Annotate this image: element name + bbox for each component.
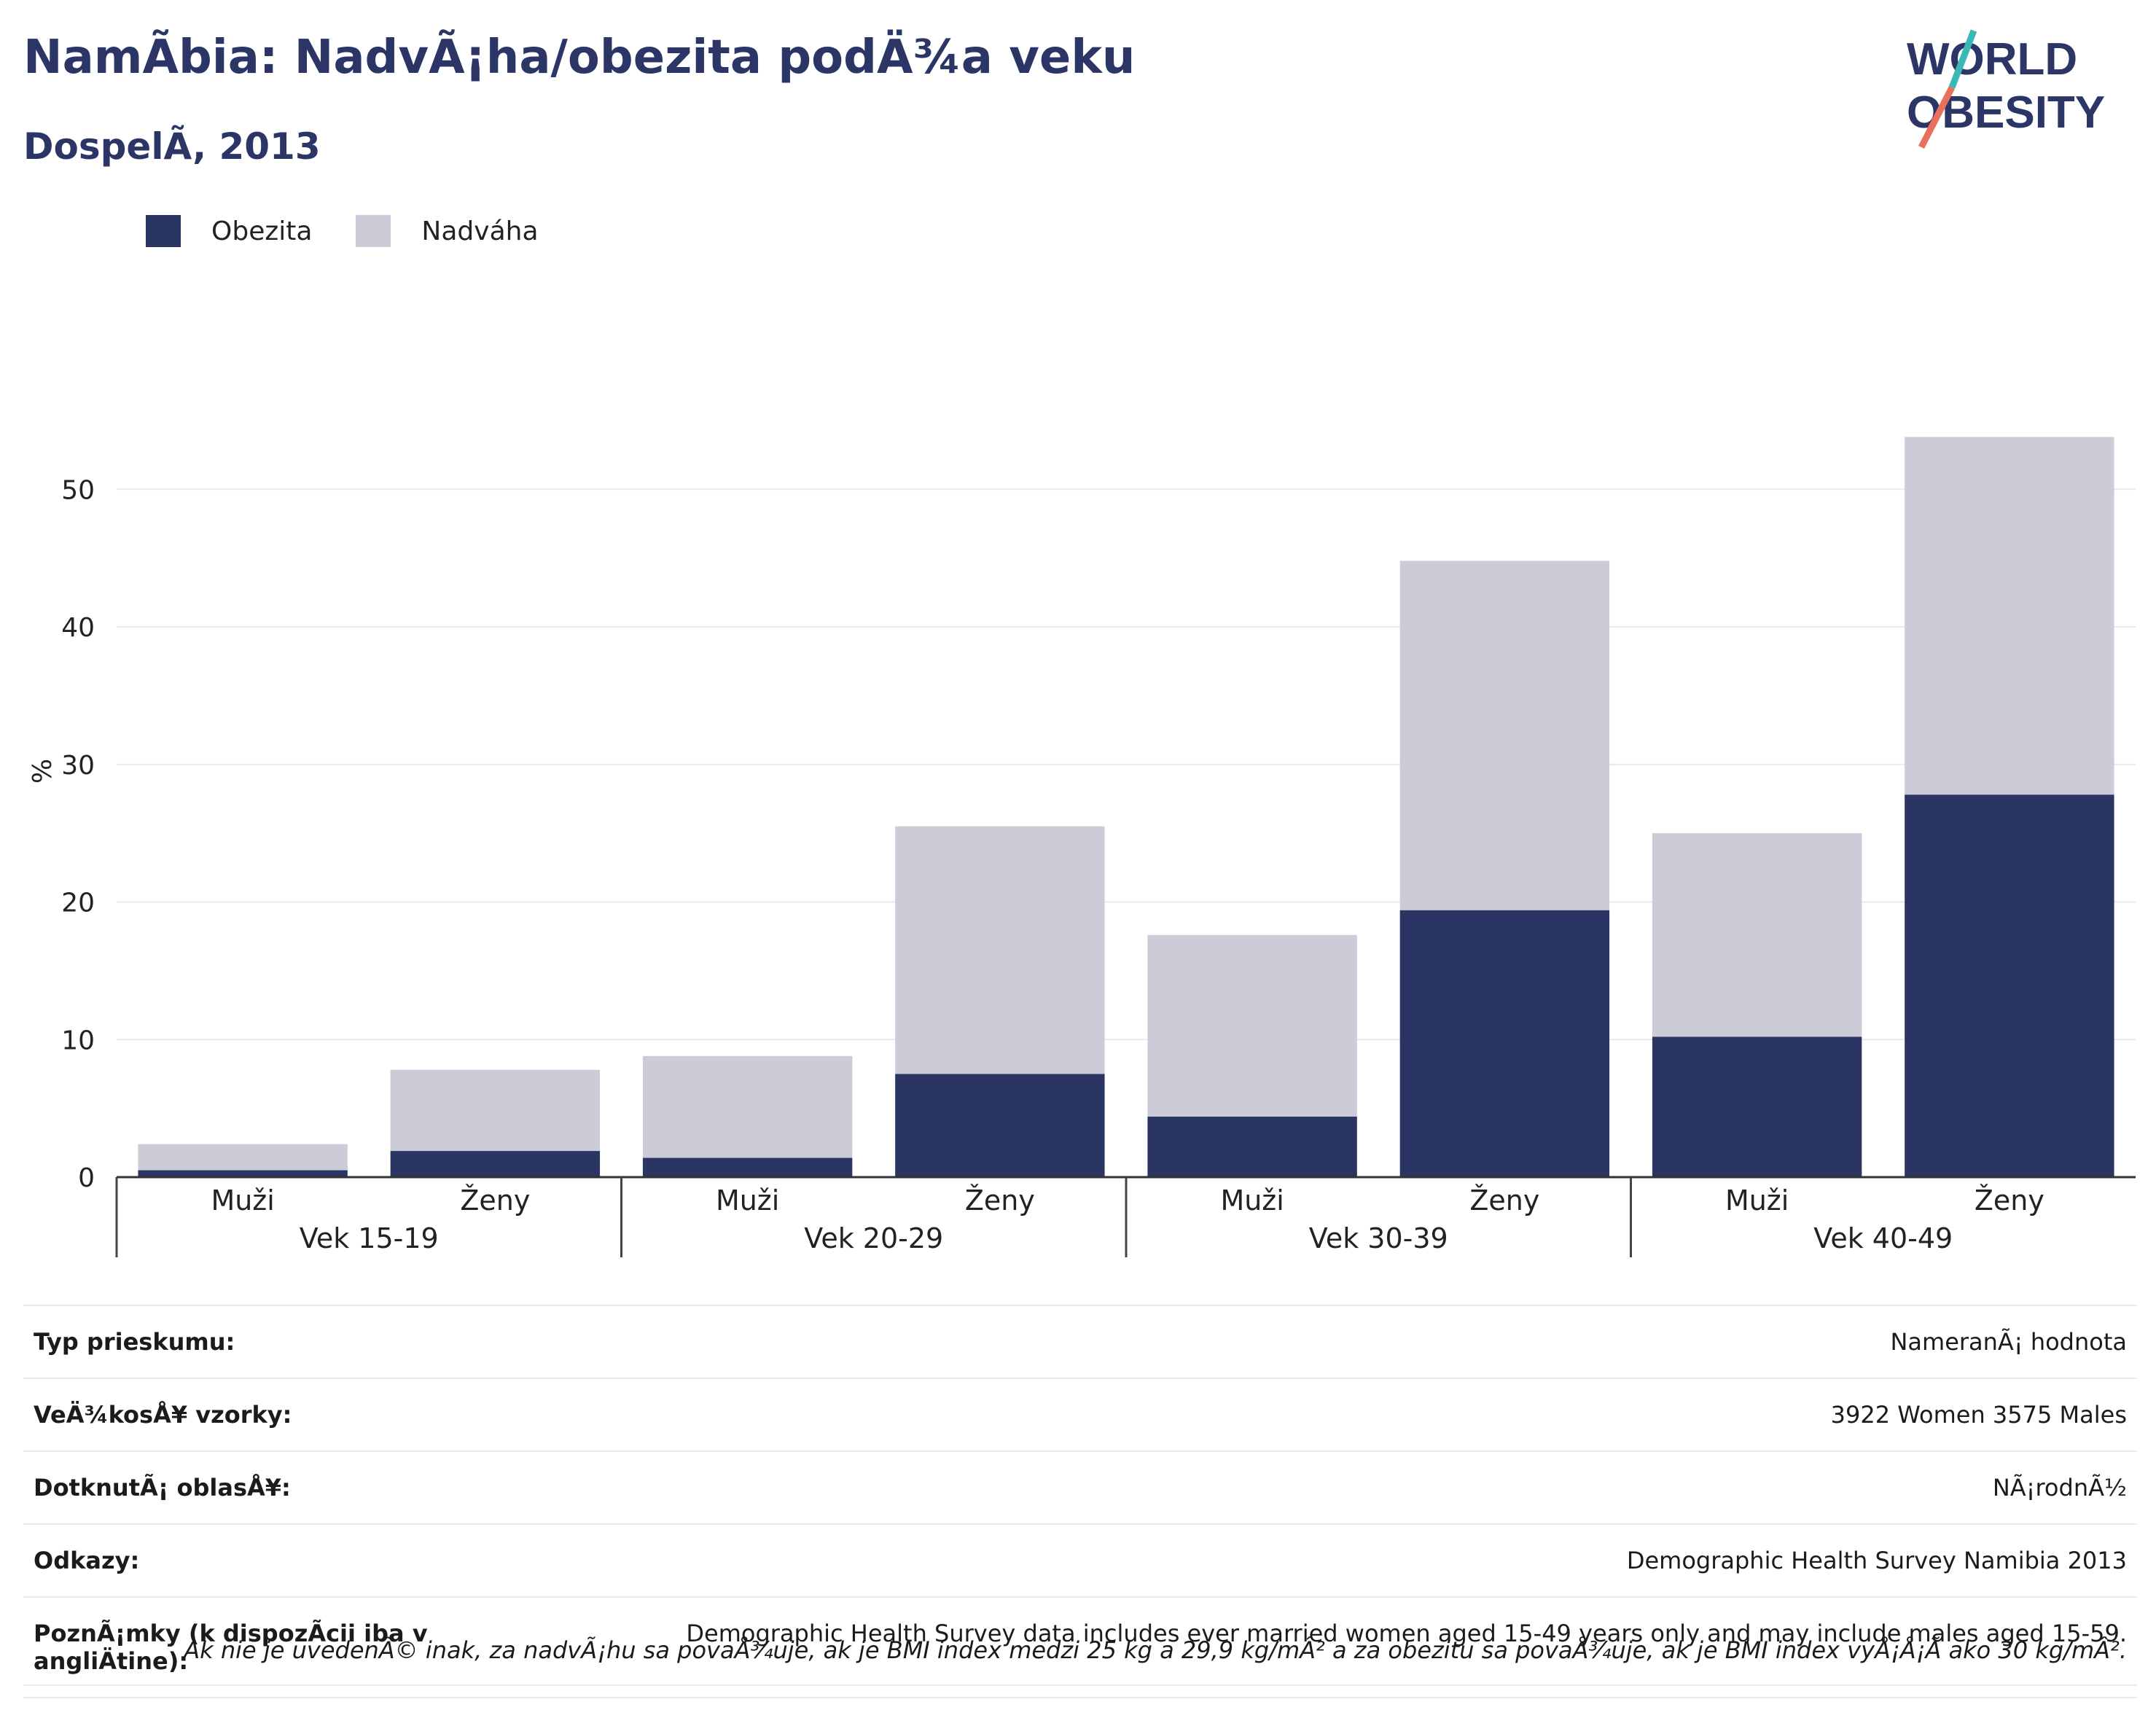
bar-obesity: [1147, 1117, 1356, 1177]
y-tick-label: 20: [61, 889, 95, 918]
x-category-label: Muži: [1725, 1184, 1789, 1216]
y-tick-label: 50: [61, 475, 95, 505]
y-tick-label: 10: [61, 1026, 95, 1055]
bar-overweight: [1147, 935, 1356, 1117]
x-group-label: Vek 15-19: [300, 1222, 439, 1254]
x-category-label: Ženy: [1975, 1184, 2044, 1216]
bar-obesity: [895, 1074, 1104, 1177]
bmi-footnote: Ak nie je uvedenÃ© inak, za nadvÃ¡hu sa …: [23, 1636, 2137, 1686]
bar-overweight: [643, 1056, 852, 1158]
bar-overweight: [1905, 437, 2114, 795]
bar-chart: % 0 10 20 30 40 50 Muži Ženy Muži Ženy Muži Ženy Muž…: [0, 0, 2156, 1283]
bar-overweight: [138, 1144, 347, 1171]
x-category-label: Ženy: [965, 1184, 1035, 1216]
x-group-label: Vek 40-49: [1813, 1222, 1953, 1254]
x-group-label: Vek 30-39: [1309, 1222, 1448, 1254]
info-value: NÃ¡rodnÃ½: [510, 1451, 2137, 1524]
info-row: VeÄ¾kosÅ¥ vzorky: 3922 Women 3575 Males: [23, 1378, 2137, 1451]
info-row: Typ prieskumu: NameranÃ¡ hodnota: [23, 1305, 2137, 1378]
x-category-label: Muži: [1220, 1184, 1284, 1216]
info-key: Odkazy:: [23, 1524, 510, 1597]
bar-overweight: [895, 827, 1104, 1074]
info-value: Demographic Health Survey Namibia 2013: [510, 1524, 2137, 1597]
bar-overweight: [1652, 833, 1862, 1036]
bar-obesity: [1905, 794, 2114, 1177]
bar-overweight: [1400, 561, 1609, 910]
bar-obesity: [1400, 910, 1609, 1177]
info-key: Typ prieskumu:: [23, 1305, 510, 1378]
info-row: DotknutÃ¡ oblasÅ¥: NÃ¡rodnÃ½: [23, 1451, 2137, 1524]
x-group-label: Vek 20-29: [804, 1222, 943, 1254]
y-tick-label: 40: [61, 613, 95, 643]
bar-obesity: [643, 1158, 852, 1177]
y-axis-label: %: [28, 759, 58, 784]
x-category-label: Muži: [211, 1184, 274, 1216]
bar-overweight: [391, 1070, 600, 1151]
x-category-label: Muži: [716, 1184, 779, 1216]
y-tick-label: 0: [78, 1163, 95, 1193]
y-tick-label: 30: [61, 751, 95, 781]
info-key: DotknutÃ¡ oblasÅ¥:: [23, 1451, 510, 1524]
bar-obesity: [391, 1151, 600, 1177]
x-category-label: Ženy: [1469, 1184, 1539, 1216]
info-key: VeÄ¾kosÅ¥ vzorky:: [23, 1378, 510, 1451]
info-row: Odkazy: Demographic Health Survey Namibia…: [23, 1524, 2137, 1597]
x-category-label: Ženy: [460, 1184, 530, 1216]
info-value: NameranÃ¡ hodnota: [510, 1305, 2137, 1378]
bar-obesity: [1652, 1036, 1862, 1177]
info-value: 3922 Women 3575 Males: [510, 1378, 2137, 1451]
